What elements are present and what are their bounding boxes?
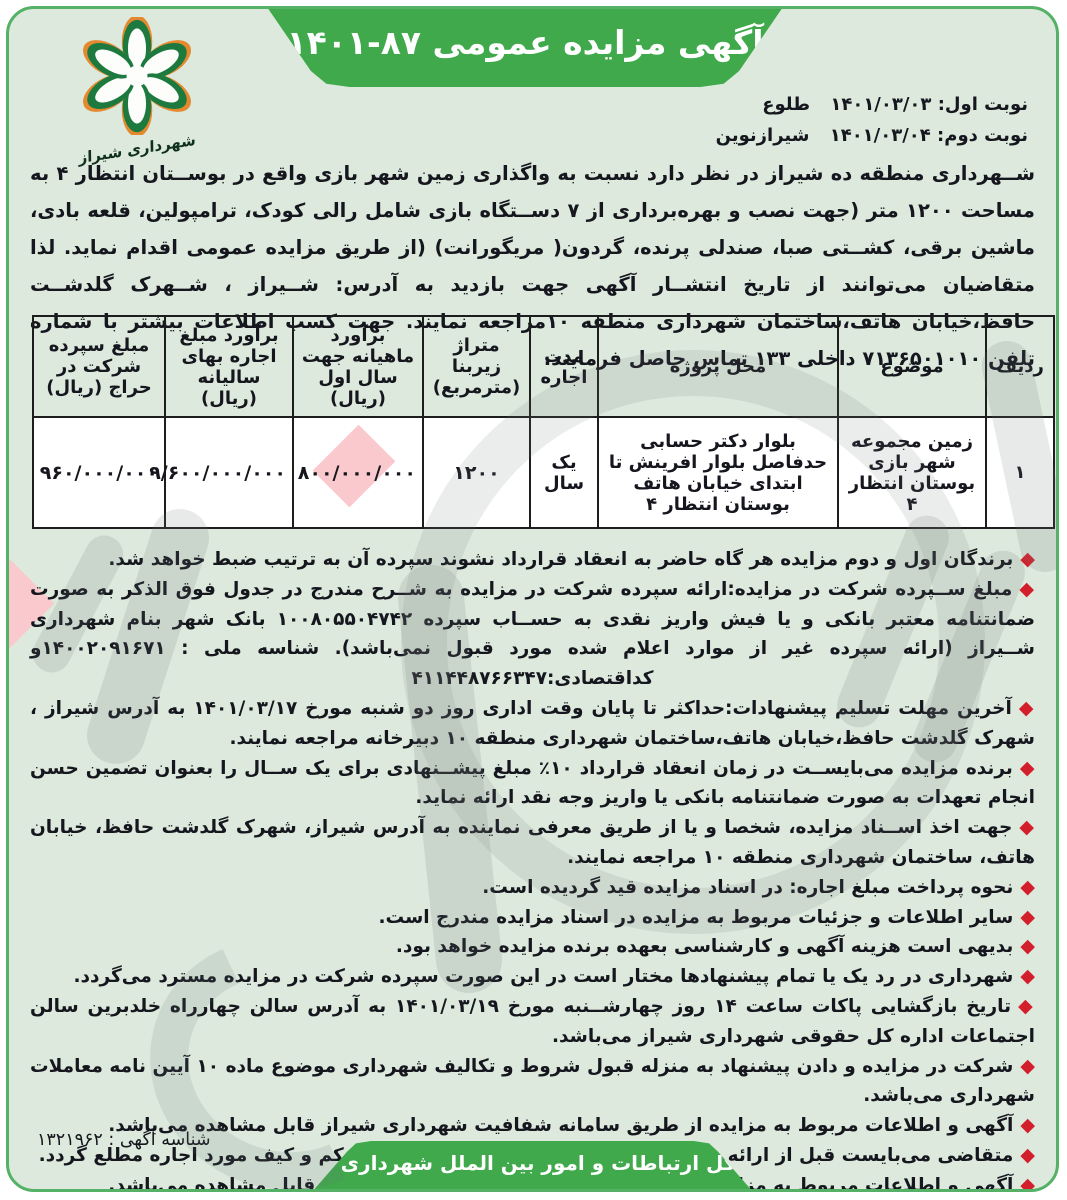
diamond-bullet-icon: ◆ [1020, 1143, 1035, 1166]
term-text: برندگان اول و دوم مزایده هر گاه حاضر به … [108, 549, 1014, 570]
diamond-bullet-icon: ◆ [1020, 1173, 1035, 1192]
term-text: آخرین مهلت تسلیم پیشنهادات:حداکثر تا پای… [30, 697, 1035, 749]
cell-monthly-estimate: ۸۰۰/۰۰۰/۰۰۰ [292, 416, 424, 529]
diamond-bullet-icon: ◆ [1020, 935, 1035, 958]
round1-label: نوبت اول: [937, 94, 1028, 115]
monthly-estimate-value: ۸۰۰/۰۰۰/۰۰۰ [297, 461, 416, 484]
round1-date: ۱۴۰۱/۰۳/۰۳ [830, 94, 932, 115]
round2-label: نوبت دوم: [937, 125, 1028, 146]
col-header-area: متراژ زیربنا (مترمربع) [422, 315, 531, 418]
diamond-bullet-icon: ◆ [1018, 994, 1036, 1017]
title-banner: آگهی مزایده عمومی ۸۷-۱۴۰۱ [267, 9, 783, 87]
col-header-annual-rent-estimate: برآورد مبلغ اجاره بهای سالیانه (ریال) [164, 315, 294, 418]
diamond-bullet-icon: ◆ [1020, 1054, 1035, 1077]
term-text: بدیهی است هزینه آگهی و کارشناسی بعهده بر… [395, 936, 1014, 958]
municipality-logo: شهرداری شیراز [47, 15, 227, 167]
diamond-bullet-icon: ◆ [1020, 905, 1035, 928]
term-text: مبلغ ســپرده شرکت در مزایده:ارائه سپرده … [30, 578, 1035, 690]
term-item-10: ◆تاریخ بازگشایی پاکات ساعت ۱۴ روز چهارشـ… [30, 992, 1035, 1052]
col-header-lease-duration: مدت اجاره [529, 315, 599, 418]
ad-identifier: شناسه آگهی : ۱۳۲۱۹۶۲ [37, 1130, 211, 1150]
term-text: سایر اطلاعات و جزئیات مربوط به مزایده در… [378, 906, 1014, 928]
publication-round-1: نوبت اول: ۱۴۰۱/۰۳/۰۳ طلوع [716, 89, 1028, 120]
term-text: جهت اخذ اســناد مزایده، شخصا و یا از طری… [30, 817, 1035, 868]
page-title: آگهی مزایده عمومی ۸۷-۱۴۰۱ [286, 22, 764, 62]
footer-banner: اداره کل ارتباطات و امور بین الملل شهردا… [314, 1141, 751, 1189]
diamond-bullet-icon: ◆ [1019, 816, 1035, 839]
term-item-8: ◆ بدیهی است هزینه آگهی و کارشناسی بعهده ب… [30, 932, 1035, 962]
diamond-bullet-icon: ◆ [1019, 577, 1035, 600]
auction-table: ردیف موضوع محل پروژه مدت اجاره متراژ زیر… [32, 315, 1055, 529]
term-item-12: ◆ آگهی و اطلاعات مربوط به مزایده از طریق … [30, 1111, 1035, 1141]
cell-area: ۱۲۰۰ [422, 416, 531, 529]
cell-annual-rent-estimate: ۹/۶۰۰/۰۰۰/۰۰۰ [149, 416, 294, 529]
cell-deposit-amount: ۹۶۰/۰۰۰/۰۰۰ [32, 416, 166, 529]
term-item-4: ◆برنده مزایده می‌بایســت در زمان انعقاد … [30, 754, 1035, 814]
col-header-row-number: ردیف [985, 315, 1055, 418]
term-text: تاریخ بازگشایی پاکات ساعت ۱۴ روز چهارشــ… [30, 995, 1035, 1047]
term-text: آگهی و اطلاعات مربوط به مزایده از طریق س… [108, 1115, 1014, 1137]
diamond-bullet-icon: ◆ [1020, 875, 1035, 898]
diamond-bullet-icon: ◆ [1020, 1114, 1035, 1137]
publication-round-2: نوبت دوم: ۱۴۰۱/۰۳/۰۴ شیرازنوین [716, 120, 1028, 151]
term-text: شهرداری در رد یک یا تمام پیشنهادها مختار… [73, 966, 1014, 988]
term-item-9: ◆ شهرداری در رد یک یا تمام پیشنهادها مختا… [30, 962, 1035, 992]
diamond-bullet-icon: ◆ [1019, 756, 1035, 779]
col-header-deposit-amount: مبلغ سپرده شرکت در حراج (ریال) [32, 315, 166, 418]
term-item-7: ◆ سایر اطلاعات و جزئیات مربوط به مزایده د… [30, 903, 1035, 933]
cell-row-number: ۱ [985, 416, 1055, 529]
term-item-3: ◆آخرین مهلت تسلیم پیشنهادات:حداکثر تا پا… [30, 694, 1035, 754]
term-item-1: ◆ برندگان اول و دوم مزایده هر گاه حاضر به… [30, 545, 1035, 575]
col-header-project-location: محل پروژه [597, 315, 839, 418]
table-row: ۱ زمین مجموعه شهر بازی بوستان انتظار ۴ ب… [32, 416, 1055, 529]
term-item-5: ◆جهت اخذ اســناد مزایده، شخصا و یا از طر… [30, 813, 1035, 873]
notice-page: شهرداری شیراز آگهی مزایده عمومی ۸۷-۱۴۰۱ … [6, 6, 1059, 1192]
term-item-6: ◆ نحوه پرداخت مبلغ اجاره: در اسناد مزایده… [30, 873, 1035, 903]
cell-project-location: بلوار دکتر حسابی حدفاصل بلوار افرینش تا … [597, 416, 839, 529]
round2-newspaper: شیرازنوین [715, 125, 810, 146]
round1-newspaper: طلوع [762, 94, 811, 115]
term-text: نحوه پرداخت مبلغ اجاره: در اسناد مزایده … [482, 876, 1014, 898]
auction-table-wrapper: ردیف موضوع محل پروژه مدت اجاره متراژ زیر… [32, 315, 1055, 529]
shiraz-municipality-flower-icon [83, 15, 191, 137]
publication-dates: نوبت اول: ۱۴۰۱/۰۳/۰۳ طلوع نوبت دوم: ۱۴۰۱… [716, 89, 1028, 151]
term-item-11: ◆شرکت در مزایده و دادن پیشنهاد به منزله … [30, 1052, 1035, 1112]
round2-date: ۱۴۰۱/۰۳/۰۴ [829, 125, 931, 146]
cell-lease-duration: یک سال [529, 416, 599, 529]
term-text: برنده مزایده می‌بایســت در زمان انعقاد ق… [30, 757, 1035, 809]
diamond-bullet-icon: ◆ [1020, 965, 1035, 988]
table-header-row: ردیف موضوع محل پروژه مدت اجاره متراژ زیر… [32, 315, 1055, 418]
col-header-subject: موضوع [837, 315, 987, 418]
term-text: شرکت در مزایده و دادن پیشنهاد به منزله ق… [30, 1055, 1035, 1107]
cell-subject: زمین مجموعه شهر بازی بوستان انتظار ۴ [837, 416, 987, 529]
diamond-bullet-icon: ◆ [1018, 696, 1035, 719]
terms-list: ◆برندگان اول و دوم مزایده هر گاه حاضر به… [30, 545, 1035, 1192]
term-item-2: ◆مبلغ ســپرده شرکت در مزایده:ارائه سپرده… [30, 575, 1035, 694]
diamond-bullet-icon: ◆ [1020, 548, 1035, 570]
col-header-monthly-estimate: برآورد ماهیانه جهت سال اول (ریال) [292, 315, 424, 418]
footer-department: اداره کل ارتباطات و امور بین الملل شهردا… [275, 1151, 790, 1175]
